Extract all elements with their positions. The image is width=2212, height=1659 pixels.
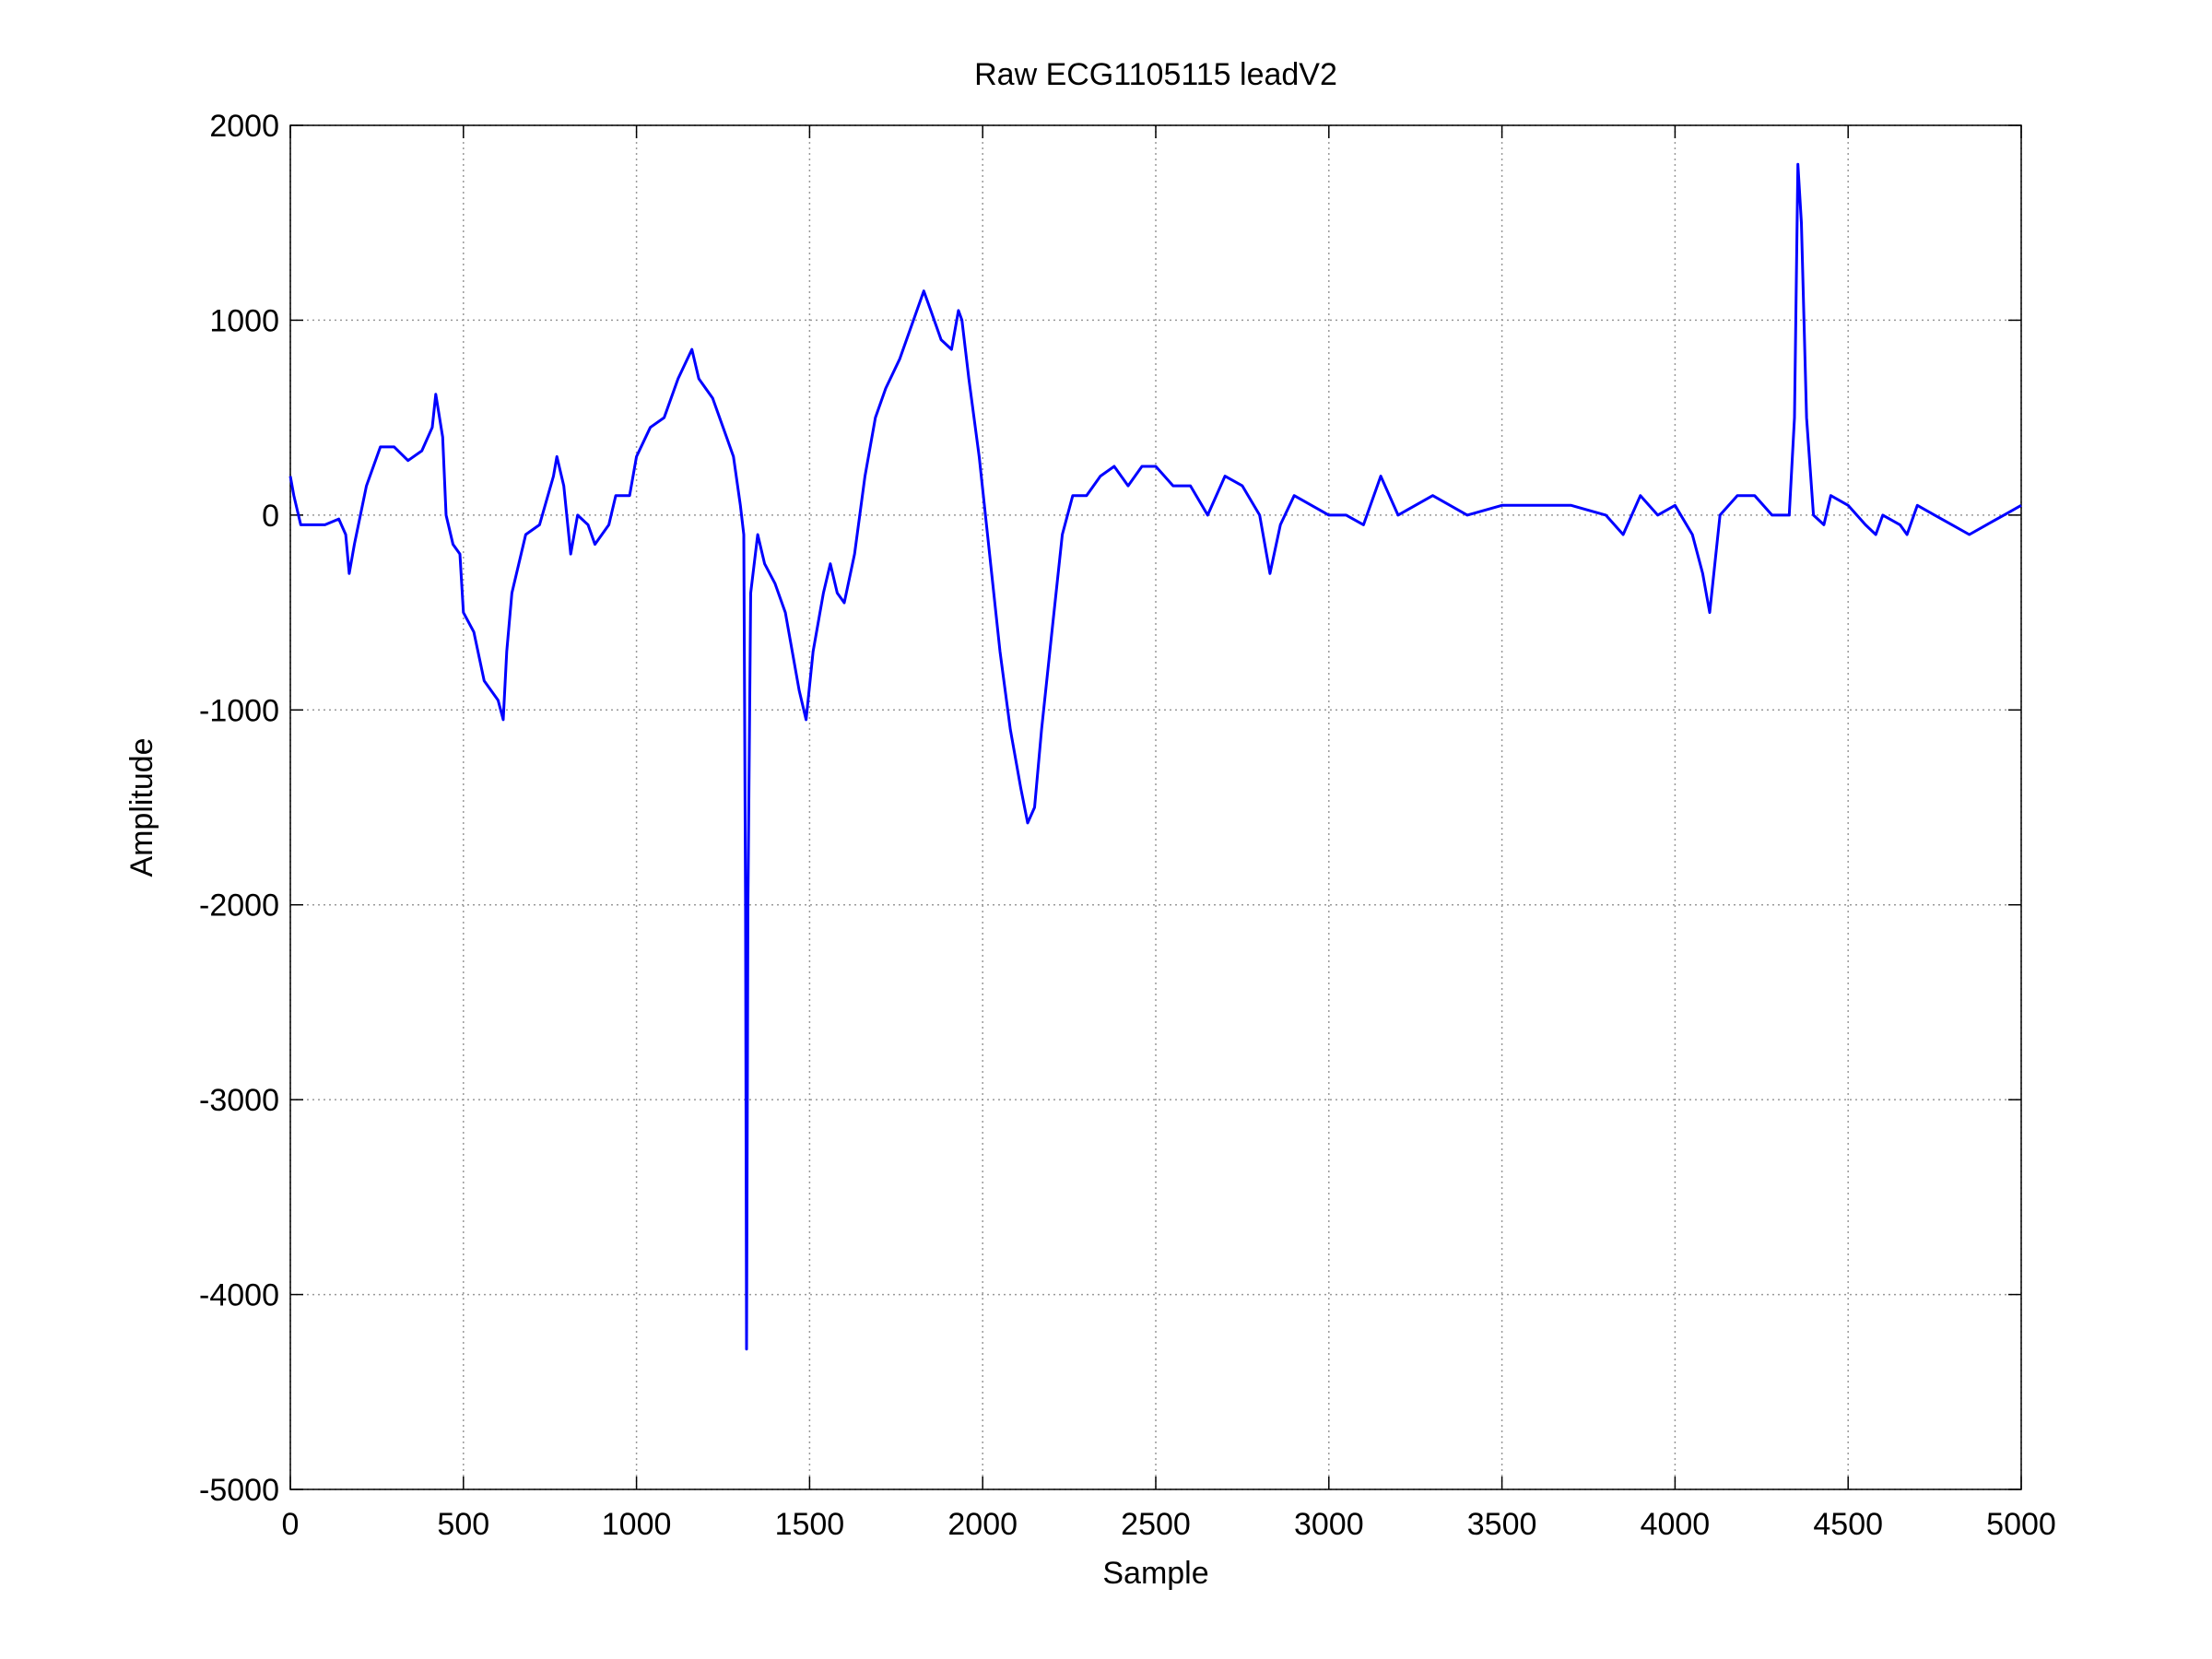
y-tick-label: 1000 [209,303,279,338]
y-tick-label: -3000 [199,1083,279,1118]
x-tick-label: 1000 [602,1507,672,1542]
x-tick-label: 3000 [1294,1507,1364,1542]
chart-title: Raw ECG1105115 leadV2 [974,57,1337,92]
data-line [288,162,2022,1351]
x-tick-label: 5000 [1986,1507,2056,1542]
x-axis-label: Sample [1102,1556,1208,1591]
y-tick-label: 0 [262,499,279,534]
y-tick-label: 2000 [209,109,279,144]
y-tick-label: -4000 [199,1278,279,1313]
x-tick-label: 3500 [1467,1507,1537,1542]
x-tick-label: 4000 [1641,1507,1711,1542]
y-tick-label: -1000 [199,693,279,728]
x-tick-label: 2500 [1121,1507,1191,1542]
y-tick-label: -2000 [199,888,279,924]
y-axis-label: Amplitude [124,737,159,877]
x-tick-label: 4500 [1813,1507,1883,1542]
x-tick-label: 2000 [947,1507,1018,1542]
x-tick-label: 1500 [775,1507,845,1542]
y-tick-label: -5000 [199,1473,279,1508]
plot-frame [289,124,2022,1490]
x-tick-label: 500 [437,1507,489,1542]
x-tick-label: 0 [282,1507,300,1542]
